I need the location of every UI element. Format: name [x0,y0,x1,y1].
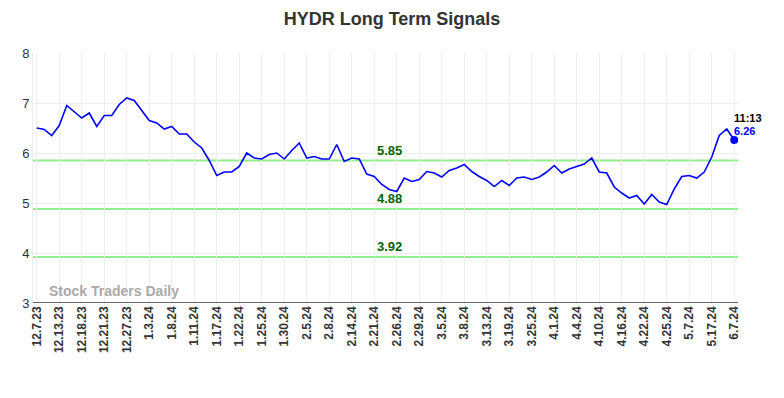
svg-text:3.8.24: 3.8.24 [457,306,471,340]
svg-text:5.17.24: 5.17.24 [705,306,719,346]
svg-text:3.25.24: 3.25.24 [525,306,539,346]
svg-text:3: 3 [22,296,29,311]
svg-text:2.21.24: 2.21.24 [367,306,381,346]
svg-text:12.18.23: 12.18.23 [75,306,89,353]
svg-text:1.25.24: 1.25.24 [255,306,269,346]
svg-text:1.22.24: 1.22.24 [232,306,246,346]
svg-text:12.27.23: 12.27.23 [120,306,134,353]
svg-text:5.7.24: 5.7.24 [682,306,696,340]
svg-text:1.11.24: 1.11.24 [187,306,201,346]
svg-text:4: 4 [22,246,29,261]
svg-text:5.85: 5.85 [377,143,402,158]
svg-text:1.30.24: 1.30.24 [277,306,291,346]
svg-text:12.7.23: 12.7.23 [30,306,44,346]
svg-text:11:13: 11:13 [734,112,762,124]
svg-text:1.8.24: 1.8.24 [165,306,179,340]
svg-text:6: 6 [22,146,29,161]
svg-text:3.5.24: 3.5.24 [435,306,449,340]
svg-text:2.29.24: 2.29.24 [412,306,426,346]
svg-text:6.7.24: 6.7.24 [727,306,741,340]
svg-text:4.4.24: 4.4.24 [570,306,584,340]
svg-text:4.25.24: 4.25.24 [660,306,674,346]
svg-text:2.5.24: 2.5.24 [300,306,314,340]
svg-text:5: 5 [22,196,29,211]
svg-text:6.26: 6.26 [734,125,755,137]
svg-text:4.1.24: 4.1.24 [547,306,561,340]
svg-text:2.26.24: 2.26.24 [390,306,404,346]
svg-text:HYDR Long Term Signals: HYDR Long Term Signals [284,9,501,29]
svg-text:1.17.24: 1.17.24 [210,306,224,346]
svg-text:4.10.24: 4.10.24 [592,306,606,346]
svg-text:7: 7 [22,96,29,111]
svg-text:8: 8 [22,46,29,61]
svg-text:3.19.24: 3.19.24 [502,306,516,346]
svg-text:1.3.24: 1.3.24 [142,306,156,340]
svg-text:12.13.23: 12.13.23 [52,306,66,353]
svg-text:3.92: 3.92 [377,239,402,254]
svg-text:4.22.24: 4.22.24 [637,306,651,346]
svg-text:12.21.23: 12.21.23 [97,306,111,353]
svg-text:4.16.24: 4.16.24 [615,306,629,346]
svg-text:2.14.24: 2.14.24 [345,306,359,346]
svg-text:4.88: 4.88 [377,191,402,206]
svg-text:Stock Traders Daily: Stock Traders Daily [49,283,179,299]
svg-text:3.13.24: 3.13.24 [480,306,494,346]
svg-text:2.8.24: 2.8.24 [322,306,336,340]
